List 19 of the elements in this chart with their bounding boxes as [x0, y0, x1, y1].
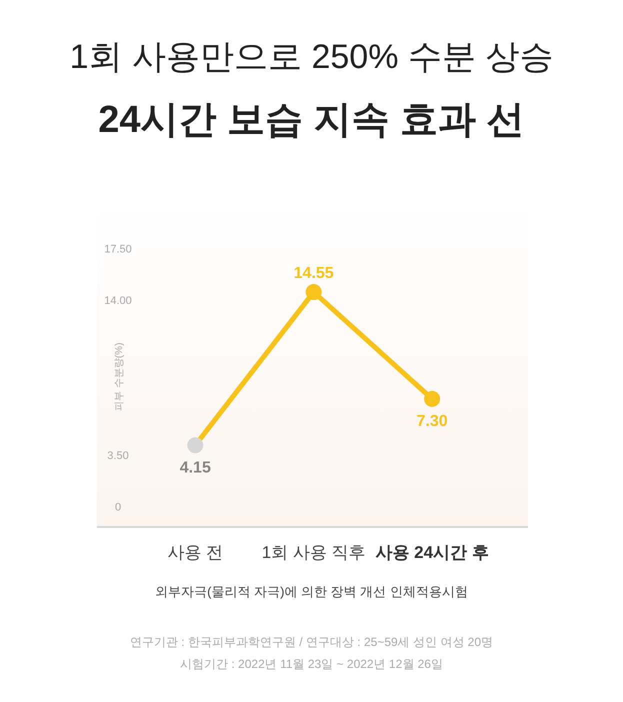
- y-tick-label: 3.50: [107, 450, 129, 462]
- chart-title: 1회 사용만으로 250% 수분 상승: [70, 38, 554, 76]
- y-tick-label: 17.50: [104, 244, 132, 256]
- point: [187, 437, 204, 454]
- y-tick-label: 0: [114, 501, 122, 514]
- point: [424, 390, 440, 407]
- text: 연구기관 : 한국피부과학연구원 / 연구대상 : 25~59세 성인 여성 20명: [130, 635, 494, 649]
- point: [306, 284, 322, 300]
- x-tick-label: 1회 사용 직후: [262, 543, 366, 562]
- x-tick-label: 사용 전: [167, 543, 224, 562]
- data-label: 7.30: [416, 412, 448, 430]
- data-label: 14.55: [294, 265, 334, 282]
- chart-subtitle: 24시간 보습 지속 효과 선: [98, 99, 525, 141]
- text: 시험기간 : 2022년 11월 23일 ~ 2022년 12월 26일: [180, 657, 443, 671]
- y-tick-label: 14.00: [104, 295, 132, 308]
- text: 외부자극(물리적 자극)에 의한 장벽 개선 인체적용시험: [155, 584, 468, 599]
- y-axis-title: 피부 수분량(%): [114, 342, 125, 411]
- data-label: 4.15: [180, 459, 211, 476]
- x-tick-label: 사용 24시간 후: [375, 543, 489, 562]
